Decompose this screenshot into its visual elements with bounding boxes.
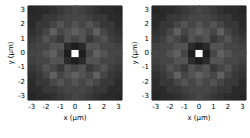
- svg-text:y (μm): y (μm): [131, 41, 139, 64]
- svg-text:-2: -2: [43, 103, 50, 111]
- svg-text:x (μm): x (μm): [187, 114, 210, 122]
- svg-text:1: 1: [211, 103, 215, 111]
- svg-text:0: 0: [197, 103, 201, 111]
- svg-text:1: 1: [145, 35, 149, 43]
- svg-text:0: 0: [145, 49, 149, 57]
- svg-text:-1: -1: [181, 103, 188, 111]
- svg-text:-2: -2: [167, 103, 174, 111]
- svg-text:3: 3: [145, 6, 149, 14]
- svg-text:0: 0: [21, 49, 25, 57]
- svg-text:-2: -2: [18, 78, 25, 86]
- svg-text:-1: -1: [18, 63, 25, 71]
- svg-text:1: 1: [87, 103, 91, 111]
- svg-text:-3: -3: [152, 103, 159, 111]
- svg-text:3: 3: [21, 6, 25, 14]
- svg-text:-3: -3: [18, 92, 25, 100]
- svg-text:0: 0: [73, 103, 77, 111]
- svg-text:-3: -3: [142, 92, 149, 100]
- svg-text:2: 2: [21, 20, 25, 28]
- svg-text:-3: -3: [28, 103, 35, 111]
- svg-text:1: 1: [21, 35, 25, 43]
- svg-text:-1: -1: [142, 63, 149, 71]
- svg-text:2: 2: [226, 103, 230, 111]
- svg-text:-2: -2: [142, 78, 149, 86]
- svg-text:x (μm): x (μm): [63, 114, 86, 122]
- svg-text:3: 3: [240, 103, 244, 111]
- svg-text:y (μm): y (μm): [7, 41, 15, 64]
- svg-text:2: 2: [145, 20, 149, 28]
- svg-text:-1: -1: [57, 103, 64, 111]
- svg-text:3: 3: [116, 103, 120, 111]
- svg-text:2: 2: [102, 103, 106, 111]
